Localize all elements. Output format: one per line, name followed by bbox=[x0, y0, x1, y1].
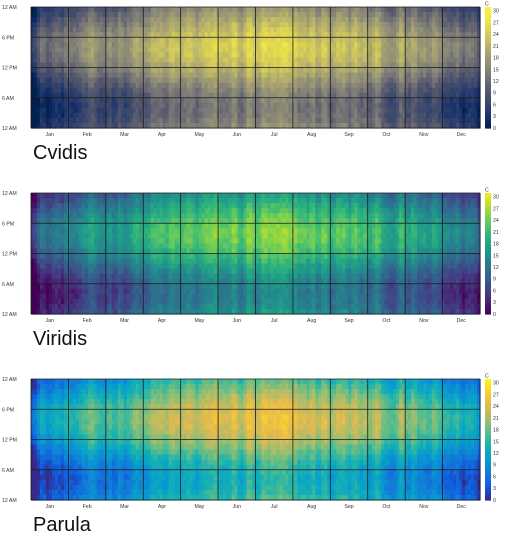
colorbar-tick-label: 30 bbox=[493, 9, 499, 15]
y-tick-label: 12 PM bbox=[2, 66, 17, 72]
colorbar-tick-label: 6 bbox=[493, 102, 496, 108]
x-tick-label: Mar bbox=[120, 132, 129, 138]
x-tick-label: Oct bbox=[382, 132, 391, 138]
colorbar-tick-label: 3 bbox=[493, 114, 496, 120]
chart-title: Cvidis bbox=[33, 143, 87, 163]
x-tick-label: May bbox=[194, 132, 204, 138]
x-tick-label: Dec bbox=[457, 132, 467, 138]
colorbar-tick-label: 9 bbox=[493, 91, 496, 97]
colorbar-tick-label: 12 bbox=[493, 79, 499, 85]
x-tick-label: Apr bbox=[158, 132, 166, 138]
y-tick-label: 6 PM bbox=[2, 35, 14, 41]
x-tick-label: Feb bbox=[83, 132, 92, 138]
x-tick-label: Jan bbox=[46, 132, 54, 138]
colorbar-tick-label: 24 bbox=[493, 32, 499, 38]
colorbar bbox=[485, 7, 491, 129]
colorbar-tick-label: 18 bbox=[493, 56, 499, 62]
x-tick-label: Nov bbox=[419, 132, 429, 138]
colorbar-tick-label: 21 bbox=[493, 44, 499, 50]
x-tick-label: Aug bbox=[307, 132, 316, 138]
y-tick-label: 12 AM bbox=[2, 5, 17, 11]
x-tick-label: Jun bbox=[233, 132, 241, 138]
colorbar-tick-label: 0 bbox=[493, 126, 496, 132]
y-tick-label: 12 AM bbox=[2, 126, 17, 132]
colorbar-label: C bbox=[485, 2, 489, 8]
y-tick-label: 6 AM bbox=[2, 96, 14, 102]
colorbar-segment bbox=[485, 126, 491, 129]
colorbar-tick-label: 27 bbox=[493, 20, 499, 26]
x-tick-label: Jul bbox=[271, 132, 278, 138]
colorbar-tick-label: 15 bbox=[493, 67, 499, 73]
x-tick-label: Sep bbox=[344, 132, 353, 138]
